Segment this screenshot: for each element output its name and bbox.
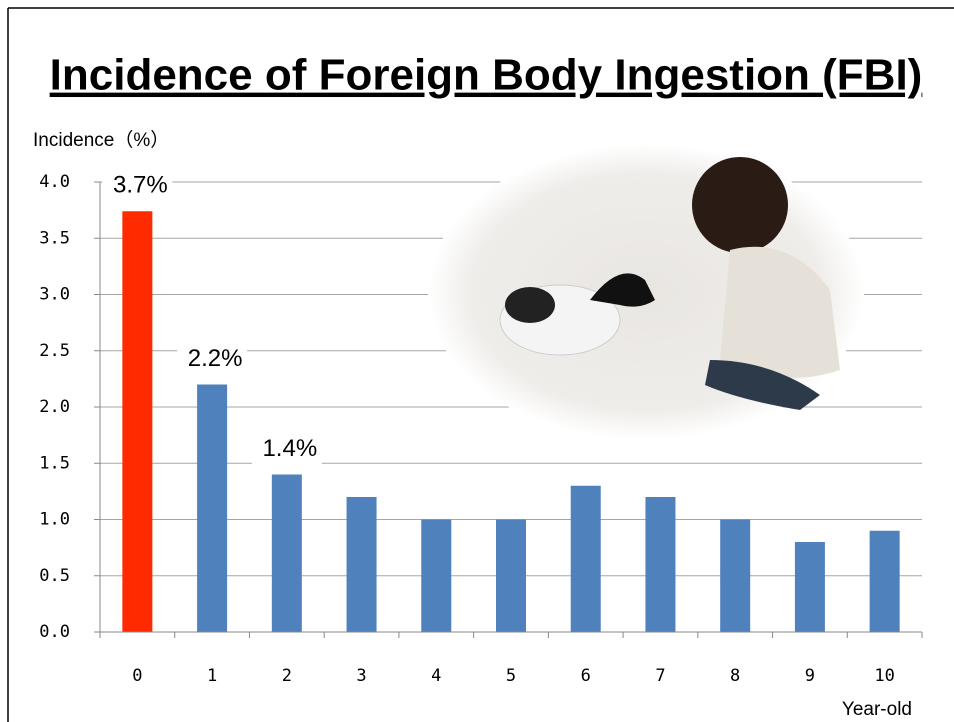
value-label: 2.2% bbox=[188, 345, 243, 372]
value-label-bg bbox=[177, 343, 248, 376]
x-tick-label: 7 bbox=[655, 666, 665, 686]
bar bbox=[645, 497, 676, 632]
bar bbox=[122, 211, 153, 632]
x-tick-label: 8 bbox=[730, 666, 740, 686]
y-tick-label: 2.5 bbox=[39, 341, 70, 361]
y-tick-label: 1.0 bbox=[39, 510, 70, 530]
x-tick-label: 1 bbox=[207, 666, 217, 686]
bar bbox=[346, 497, 377, 632]
y-tick-label: 2.0 bbox=[39, 397, 70, 417]
value-label-bg bbox=[251, 433, 322, 466]
y-tick-label: 0.0 bbox=[39, 622, 70, 642]
y-tick-label: 3.5 bbox=[39, 228, 70, 248]
x-tick-label: 3 bbox=[356, 666, 366, 686]
chart-title: Incidence of Foreign Body Ingestion (FBI… bbox=[50, 51, 923, 100]
y-axis-label: Incidence（%） bbox=[33, 129, 169, 151]
x-tick-label: 10 bbox=[874, 666, 894, 686]
y-tick-label: 4.0 bbox=[39, 172, 70, 192]
bar bbox=[869, 530, 900, 632]
x-tick-label: 2 bbox=[282, 666, 292, 686]
bar bbox=[197, 384, 228, 632]
x-tick-label: 5 bbox=[506, 666, 516, 686]
x-tick-label: 0 bbox=[132, 666, 142, 686]
x-axis-label: Year-old bbox=[842, 699, 912, 720]
value-label-bg bbox=[102, 170, 173, 203]
photo-figures bbox=[499, 157, 840, 410]
x-tick-label: 9 bbox=[805, 666, 815, 686]
x-tick-label: 6 bbox=[581, 666, 591, 686]
plot: 0 3.7% 1 2.2% 2 1.4% 3 4 5 6 7 8 9 10 bbox=[99, 170, 923, 686]
bar bbox=[496, 519, 526, 632]
y-tick-label: 3.0 bbox=[39, 285, 70, 305]
y-tick-label: 0.5 bbox=[39, 566, 70, 586]
value-label: 3.7% bbox=[113, 172, 168, 199]
value-label: 1.4% bbox=[262, 435, 317, 462]
bar bbox=[570, 485, 601, 632]
y-tick-label: 1.5 bbox=[39, 453, 70, 473]
bar bbox=[794, 542, 825, 632]
bar bbox=[720, 519, 751, 632]
bar bbox=[271, 474, 302, 632]
x-tick-label: 4 bbox=[431, 666, 441, 686]
bar bbox=[421, 519, 452, 632]
